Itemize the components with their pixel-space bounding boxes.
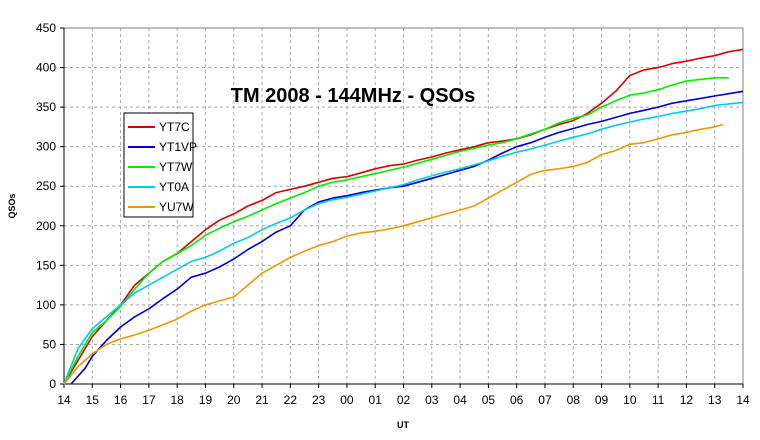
y-tick-label: 0 <box>49 377 56 391</box>
x-tick-label: 15 <box>86 393 100 407</box>
series-line-yt7w <box>63 77 729 385</box>
y-tick-label: 150 <box>36 258 56 272</box>
series-line-yu7w <box>63 123 724 385</box>
legend-label-yu7w: YU7W <box>159 200 194 214</box>
y-tick-label: 300 <box>36 140 56 154</box>
x-tick-label: 10 <box>623 393 637 407</box>
x-tick-label: 12 <box>680 393 694 407</box>
x-tick-label: 16 <box>114 393 128 407</box>
x-tick-label: 00 <box>340 393 354 407</box>
x-tick-label: 13 <box>708 393 722 407</box>
y-tick-label: 50 <box>43 337 57 351</box>
y-tick-label: 400 <box>36 61 56 75</box>
y-axis-title: QSOs <box>7 193 17 218</box>
series-line-yt0a <box>63 101 744 385</box>
x-tick-label: 04 <box>453 393 467 407</box>
x-tick-label: 05 <box>482 393 496 407</box>
x-tick-label: 17 <box>142 393 156 407</box>
x-tick-label: 07 <box>538 393 552 407</box>
legend: YT7C YT1VP YT7W YT0A YU7W <box>123 112 197 218</box>
x-tick-label: 03 <box>425 393 439 407</box>
x-axis-title: UT <box>397 420 409 430</box>
axes <box>60 27 744 388</box>
series-lines <box>63 48 744 385</box>
x-tick-label: 20 <box>227 393 241 407</box>
legend-label-yt1vp: YT1VP <box>159 140 197 154</box>
y-tick-label: 100 <box>36 298 56 312</box>
x-tick-label: 21 <box>255 393 269 407</box>
y-tick-labels: 0 50 100 150 200 250 300 350 400 450 <box>36 21 56 391</box>
y-tick-label: 450 <box>36 21 56 35</box>
legend-label-yt7c: YT7C <box>159 120 190 134</box>
legend-label-yt0a: YT0A <box>159 180 189 194</box>
x-tick-label: 19 <box>199 393 213 407</box>
x-tick-label: 22 <box>284 393 298 407</box>
x-tick-label: 09 <box>595 393 609 407</box>
y-tick-label: 200 <box>36 219 56 233</box>
legend-label-yt7w: YT7W <box>159 160 193 174</box>
x-tick-label: 14 <box>57 393 71 407</box>
x-tick-label: 18 <box>170 393 184 407</box>
x-tick-label: 01 <box>369 393 383 407</box>
x-tick-label: 02 <box>397 393 411 407</box>
x-tick-label: 08 <box>567 393 581 407</box>
x-tick-label: 23 <box>312 393 326 407</box>
x-tick-labels: 14 15 16 17 18 19 20 21 22 23 00 01 02 03 04 05 06 07 08 09… <box>57 393 750 407</box>
legend-box <box>123 112 194 218</box>
x-tick-label: 11 <box>652 393 665 407</box>
grid <box>64 28 743 384</box>
chart-title: TM 2008 - 144MHz - QSOs <box>231 85 476 107</box>
x-tick-label: 14 <box>736 393 750 407</box>
y-tick-label: 350 <box>36 100 56 114</box>
y-tick-label: 250 <box>36 179 56 193</box>
x-tick-label: 06 <box>510 393 524 407</box>
